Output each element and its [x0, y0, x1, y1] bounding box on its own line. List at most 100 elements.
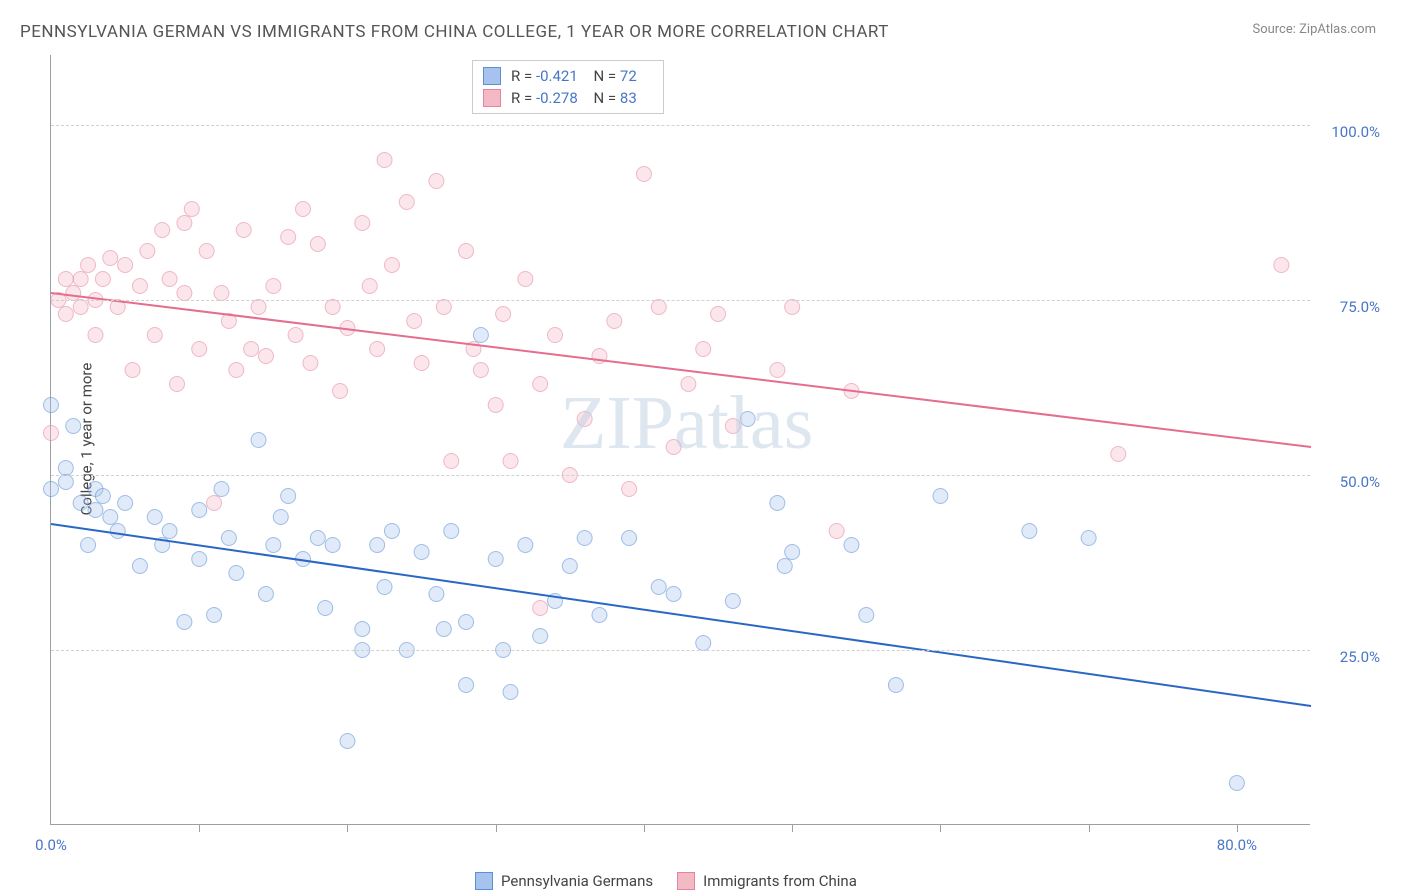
swatch-series2	[483, 89, 501, 107]
n-value-series2: 83	[620, 89, 637, 107]
data-point	[214, 286, 229, 301]
data-point	[859, 608, 874, 623]
data-point	[473, 363, 488, 378]
data-point	[444, 454, 459, 469]
legend-item-series1: Pennsylvania Germans	[475, 872, 653, 890]
data-point	[192, 342, 207, 357]
data-point	[377, 580, 392, 595]
data-point	[785, 300, 800, 315]
data-point	[696, 636, 711, 651]
data-point	[273, 510, 288, 525]
data-point	[725, 419, 740, 434]
data-point	[488, 398, 503, 413]
data-point	[399, 195, 414, 210]
legend-label-series2: Immigrants from China	[703, 872, 857, 890]
data-point	[844, 538, 859, 553]
data-point	[562, 559, 577, 574]
data-point	[1081, 531, 1096, 546]
data-point	[548, 328, 563, 343]
data-point	[310, 531, 325, 546]
gridline	[51, 650, 1310, 651]
x-tick	[199, 824, 200, 832]
data-point	[636, 167, 651, 182]
data-point	[459, 678, 474, 693]
data-point	[370, 342, 385, 357]
x-tick	[940, 824, 941, 832]
data-point	[666, 587, 681, 602]
data-point	[666, 440, 681, 455]
legend-label-series1: Pennsylvania Germans	[501, 872, 653, 890]
data-point	[66, 419, 81, 434]
data-point	[88, 503, 103, 518]
data-point	[318, 601, 333, 616]
data-point	[95, 272, 110, 287]
data-point	[58, 461, 73, 476]
data-point	[229, 566, 244, 581]
data-point	[44, 398, 59, 413]
data-point	[103, 510, 118, 525]
data-point	[436, 622, 451, 637]
data-point	[681, 377, 696, 392]
data-point	[414, 545, 429, 560]
data-point	[162, 272, 177, 287]
data-point	[429, 587, 444, 602]
data-point	[207, 608, 222, 623]
data-point	[325, 538, 340, 553]
data-point	[355, 622, 370, 637]
data-point	[444, 524, 459, 539]
data-point	[132, 559, 147, 574]
swatch-series2-bottom	[677, 872, 695, 890]
data-point	[577, 412, 592, 427]
legend-series: Pennsylvania Germans Immigrants from Chi…	[475, 872, 857, 890]
data-point	[118, 496, 133, 511]
data-point	[577, 531, 592, 546]
data-point	[221, 531, 236, 546]
data-point	[229, 363, 244, 378]
y-tick-label: 25.0%	[1340, 648, 1380, 666]
data-point	[785, 545, 800, 560]
data-point	[88, 328, 103, 343]
x-tick-label: 80.0%	[1217, 836, 1257, 854]
data-point	[770, 496, 785, 511]
data-point	[651, 580, 666, 595]
data-point	[496, 307, 511, 322]
data-point	[622, 482, 637, 497]
data-point	[177, 216, 192, 231]
data-point	[711, 307, 726, 322]
y-tick-label: 75.0%	[1340, 298, 1380, 316]
legend-row-series2: R = -0.278 N = 83	[483, 87, 649, 109]
data-point	[184, 202, 199, 217]
data-point	[140, 244, 155, 259]
legend-correlation: R = -0.421 N = 72 R = -0.278 N = 83	[472, 60, 664, 114]
data-point	[177, 615, 192, 630]
data-point	[132, 279, 147, 294]
data-point	[333, 384, 348, 399]
data-point	[44, 426, 59, 441]
data-point	[266, 538, 281, 553]
data-point	[651, 300, 666, 315]
data-point	[58, 272, 73, 287]
data-point	[147, 510, 162, 525]
data-point	[207, 496, 222, 511]
data-point	[258, 349, 273, 364]
data-point	[459, 615, 474, 630]
x-tick	[347, 824, 348, 832]
data-point	[58, 307, 73, 322]
data-point	[147, 328, 162, 343]
x-tick	[1237, 824, 1238, 832]
r-value-series2: -0.278	[536, 89, 578, 107]
data-point	[177, 286, 192, 301]
data-point	[258, 587, 273, 602]
data-point	[103, 251, 118, 266]
data-point	[125, 363, 140, 378]
data-point	[162, 524, 177, 539]
data-point	[192, 503, 207, 518]
data-point	[58, 475, 73, 490]
data-point	[362, 279, 377, 294]
data-point	[503, 454, 518, 469]
data-point	[110, 524, 125, 539]
data-point	[340, 734, 355, 749]
data-point	[518, 538, 533, 553]
data-point	[1274, 258, 1289, 273]
data-point	[118, 258, 133, 273]
